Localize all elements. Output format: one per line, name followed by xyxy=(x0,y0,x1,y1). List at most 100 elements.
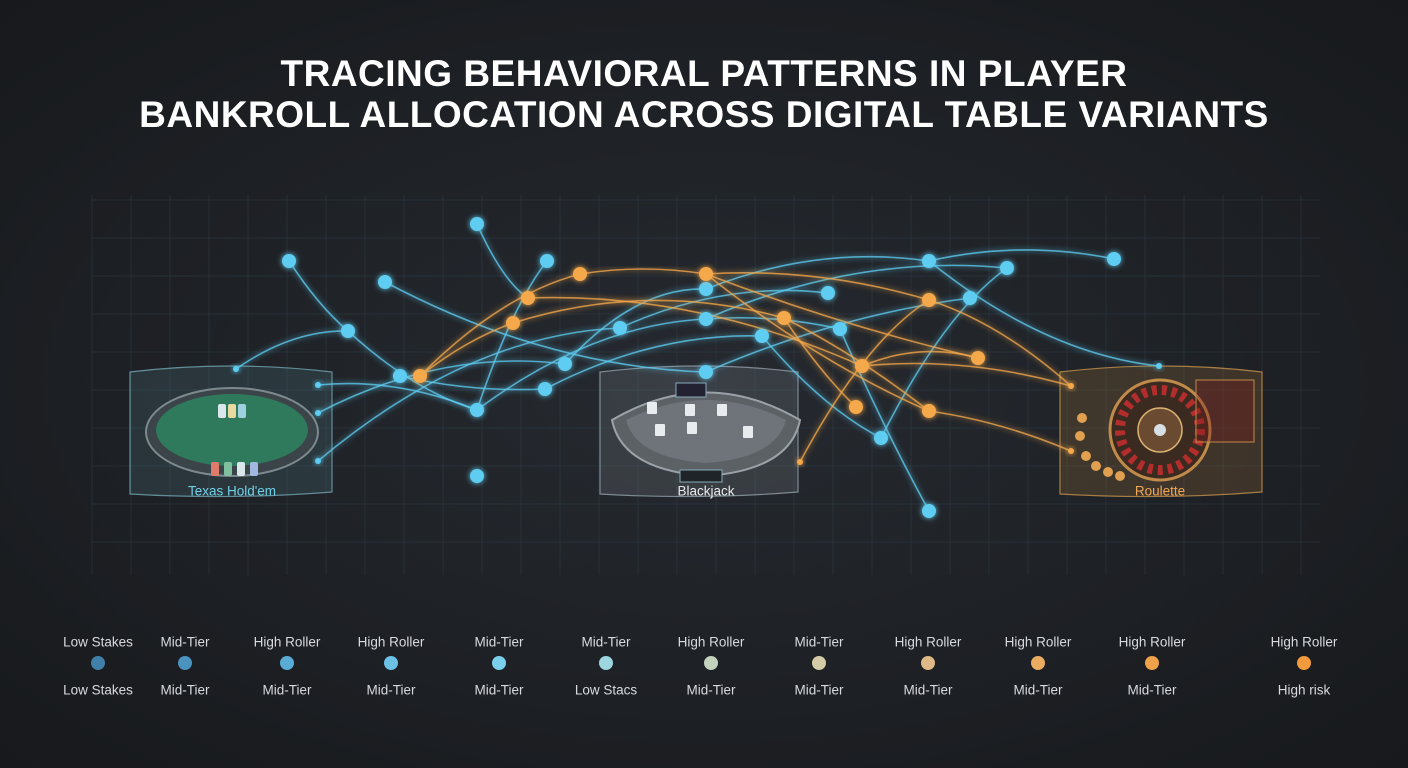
network-node xyxy=(1068,383,1074,389)
network-node xyxy=(378,275,392,289)
timeline-dot xyxy=(921,656,935,670)
network-node xyxy=(315,458,321,464)
network-edge xyxy=(384,281,707,373)
timeline-top-label: High Roller xyxy=(254,635,321,650)
timeline-dot xyxy=(1031,656,1045,670)
network-node xyxy=(538,382,552,396)
card xyxy=(685,404,695,416)
network-edge xyxy=(544,334,763,390)
network-node xyxy=(922,254,936,268)
network-node xyxy=(922,504,936,518)
card xyxy=(717,404,727,416)
chip-stack xyxy=(224,462,232,476)
network-node xyxy=(833,322,847,336)
network-node xyxy=(506,316,520,330)
timeline-bottom-label: Mid-Tier xyxy=(475,683,525,698)
timeline-bottom-label: Mid-Tier xyxy=(1014,683,1064,698)
network-edge xyxy=(512,299,785,324)
table-label: Texas Hold'em xyxy=(188,484,276,499)
network-node xyxy=(413,369,427,383)
network-node xyxy=(699,282,713,296)
chip-tray xyxy=(679,469,723,483)
timeline-dot xyxy=(91,656,105,670)
network-node xyxy=(849,400,863,414)
chip-stack xyxy=(211,462,219,476)
network-edge xyxy=(564,288,707,365)
network-node xyxy=(282,254,296,268)
timeline-dot xyxy=(812,656,826,670)
network-node xyxy=(922,404,936,418)
poker-felt xyxy=(156,394,308,466)
chip-stack xyxy=(237,462,245,476)
title-line: TRACING BEHAVIORAL PATTERNS IN PLAYER xyxy=(281,53,1128,94)
network-edge xyxy=(705,271,930,301)
network-node xyxy=(777,311,791,325)
title-line: BANKROLL ALLOCATION ACROSS DIGITAL TABLE… xyxy=(139,94,1269,135)
network-node xyxy=(855,359,869,373)
chip-stack xyxy=(218,404,226,418)
network-node xyxy=(699,267,713,281)
card xyxy=(655,424,665,436)
chip-stack xyxy=(228,404,236,418)
card-shoe xyxy=(675,382,707,398)
network-node xyxy=(874,431,888,445)
network-node xyxy=(971,351,985,365)
timeline-bottom-label: Low Stakes xyxy=(63,683,133,698)
network-node xyxy=(613,321,627,335)
timeline-bottom-label: Mid-Tier xyxy=(795,683,845,698)
timeline-bottom-label: Mid-Tier xyxy=(904,683,954,698)
chip xyxy=(1077,413,1087,423)
network-edge xyxy=(419,273,581,377)
network-node xyxy=(315,382,321,388)
timeline-top-label: Mid-Tier xyxy=(475,635,525,650)
network-edge xyxy=(928,249,1115,262)
network-edge xyxy=(235,330,349,370)
network-edge xyxy=(761,335,882,439)
roulette-hub xyxy=(1154,424,1166,436)
grid xyxy=(91,195,1320,575)
network-node xyxy=(470,403,484,417)
network-edge xyxy=(928,260,1160,367)
chip xyxy=(1075,431,1085,441)
timeline-dot xyxy=(280,656,294,670)
timeline-top-label: Mid-Tier xyxy=(795,635,845,650)
timeline-bottom-label: High risk xyxy=(1278,683,1331,698)
timeline-bottom-label: Mid-Tier xyxy=(367,683,417,698)
network-nodes xyxy=(233,217,1162,518)
timeline-top-label: High Roller xyxy=(1119,635,1186,650)
timeline-top-label: High Roller xyxy=(1005,635,1072,650)
timeline-dot xyxy=(384,656,398,670)
network-node xyxy=(470,217,484,231)
network-node xyxy=(315,410,321,416)
network-edge xyxy=(861,362,1072,387)
network-edges xyxy=(235,223,1160,512)
network-edge xyxy=(783,317,857,408)
timeline: Low Stakes Low Stakes Mid-Tier Mid-Tier High… xyxy=(63,635,1345,698)
card xyxy=(743,426,753,438)
timeline-dot xyxy=(599,656,613,670)
timeline-top-label: High Roller xyxy=(678,635,745,650)
network-node xyxy=(1068,448,1074,454)
timeline-bottom-label: Low Stacs xyxy=(575,683,638,698)
network-node xyxy=(540,254,554,268)
network-edge xyxy=(705,255,930,290)
network-node xyxy=(393,369,407,383)
network-node xyxy=(797,459,803,465)
timeline-top-label: High Roller xyxy=(895,635,962,650)
network-node xyxy=(821,286,835,300)
network-edge xyxy=(705,273,930,412)
card xyxy=(687,422,697,434)
chip xyxy=(1115,471,1125,481)
network-edge xyxy=(288,260,349,332)
network-edge xyxy=(928,410,1072,452)
timeline-top-label: Mid-Tier xyxy=(582,635,632,650)
timeline-dot xyxy=(492,656,506,670)
chip-stack xyxy=(238,404,246,418)
network-edge xyxy=(317,382,478,411)
network-node xyxy=(1000,261,1014,275)
betting-grid xyxy=(1195,379,1255,443)
network-edge xyxy=(579,268,707,275)
